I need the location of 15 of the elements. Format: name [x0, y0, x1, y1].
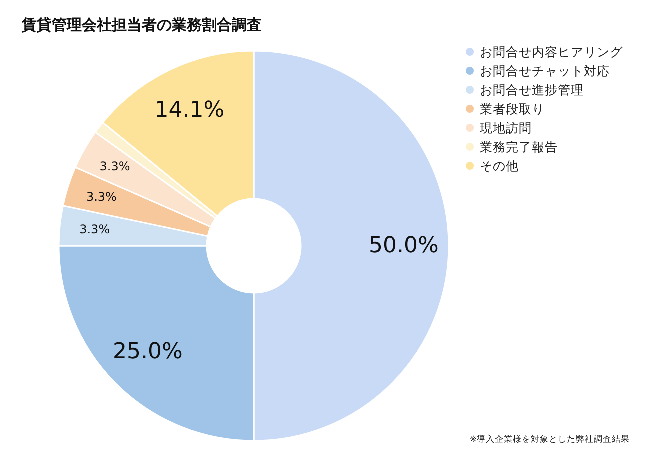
- data-label: 14.1%: [154, 98, 225, 123]
- chart-title: 賃貸管理会社担当者の業務割合調査: [21, 16, 262, 34]
- legend-label: お問合せ進捗管理: [480, 82, 584, 98]
- data-label: 25.0%: [112, 340, 183, 365]
- data-label: 3.3%: [80, 222, 110, 236]
- data-label: 50.0%: [369, 234, 439, 258]
- data-label: 3.3%: [86, 190, 117, 204]
- legend-label: 現地訪問: [480, 120, 532, 136]
- legend-label: その他: [480, 158, 519, 174]
- legend-label: お問合せ内容ヒアリング: [480, 44, 624, 60]
- legend-label: 業務完了報告: [480, 140, 558, 154]
- data-label: 3.3%: [100, 160, 130, 174]
- legend-label: 業者段取り: [480, 102, 545, 116]
- legend-label: お問合せチャット対応: [480, 64, 610, 78]
- text: ※導入企業様を対象とした弊社調査結果: [470, 434, 630, 445]
